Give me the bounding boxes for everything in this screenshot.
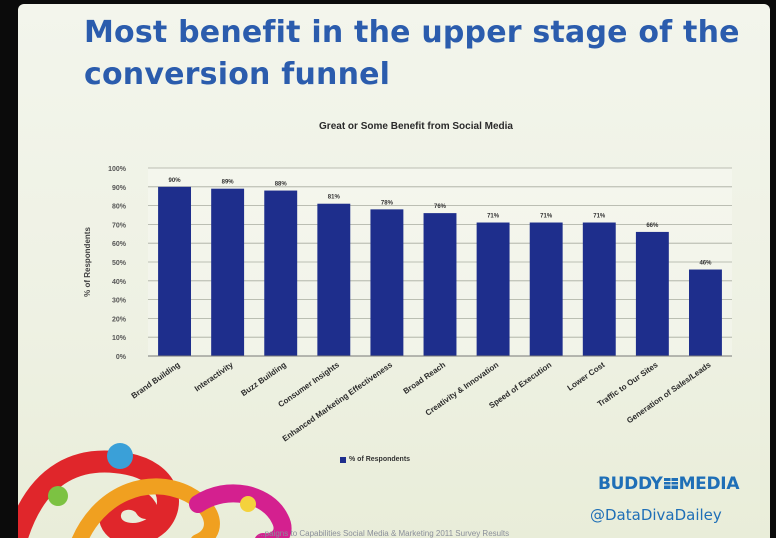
x-tick-label: Enhanced Marketing Effectiveness bbox=[281, 360, 395, 443]
data-label: 71% bbox=[593, 214, 606, 220]
y-tick-label: 0% bbox=[116, 354, 127, 361]
x-tick-label: Generation of Sales/Leads bbox=[625, 360, 713, 425]
brand-name: BUDDY bbox=[598, 474, 663, 494]
data-label: 81% bbox=[328, 195, 341, 201]
data-label: 71% bbox=[540, 214, 553, 220]
y-axis-title: % of Respondents bbox=[83, 227, 92, 297]
bar bbox=[264, 190, 298, 356]
chart-legend: % of Respondents bbox=[340, 456, 410, 463]
bar bbox=[688, 269, 722, 356]
bar bbox=[317, 203, 351, 356]
x-tick-label: Buzz Building bbox=[239, 360, 288, 398]
y-tick-label: 50% bbox=[112, 260, 127, 267]
legend-swatch bbox=[340, 456, 346, 463]
data-label: 90% bbox=[169, 178, 182, 184]
data-label: 89% bbox=[222, 180, 235, 186]
data-label: 78% bbox=[381, 200, 394, 206]
x-tick-label: Lower Cost bbox=[566, 360, 607, 393]
y-tick-label: 10% bbox=[112, 335, 127, 342]
bar bbox=[476, 222, 510, 356]
y-tick-label: 60% bbox=[112, 241, 127, 248]
x-tick-label: Broad Reach bbox=[402, 360, 448, 396]
twitter-handle: @DataDivaDailey bbox=[590, 506, 722, 524]
data-label: 88% bbox=[275, 182, 288, 188]
buddy-media-logo: BUDDY MEDIA bbox=[598, 474, 739, 494]
bar bbox=[635, 231, 669, 356]
chart-title: Great or Some Benefit from Social Media bbox=[319, 121, 513, 132]
y-tick-label: 80% bbox=[112, 204, 127, 211]
bar bbox=[423, 213, 457, 356]
legend-label: % of Respondents bbox=[349, 456, 411, 463]
y-tick-label: 20% bbox=[112, 316, 127, 323]
brand-suffix: MEDIA bbox=[678, 474, 740, 494]
bar bbox=[529, 222, 563, 356]
data-label: 71% bbox=[487, 214, 500, 220]
y-tick-label: 90% bbox=[112, 185, 127, 192]
bar bbox=[211, 188, 245, 356]
x-tick-label: Brand Building bbox=[130, 360, 182, 400]
y-tick-label: 70% bbox=[112, 222, 127, 229]
y-tick-label: 100% bbox=[108, 166, 127, 173]
data-label: 66% bbox=[646, 223, 659, 229]
bar bbox=[158, 186, 192, 356]
source-footnote: ...paigns to Capabilities Social Media &… bbox=[258, 529, 510, 538]
y-tick-label: 40% bbox=[112, 279, 127, 286]
slide-title: Most benefit in the upper stage of the c… bbox=[84, 15, 740, 92]
x-tick-label: Interactivity bbox=[193, 360, 235, 393]
brand-grid-icon bbox=[663, 478, 678, 489]
data-label: 76% bbox=[434, 204, 447, 210]
decorative-swirl-graphic bbox=[18, 443, 292, 538]
bar bbox=[582, 222, 616, 356]
bar bbox=[370, 209, 404, 356]
data-label: 46% bbox=[699, 261, 712, 267]
y-tick-label: 30% bbox=[112, 298, 127, 305]
